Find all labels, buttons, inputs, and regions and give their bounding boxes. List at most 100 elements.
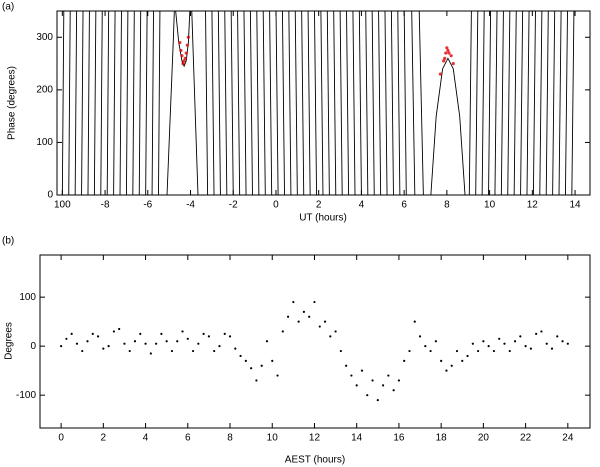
y-axis-label: Phase (degrees) (7, 66, 18, 140)
data-point (444, 51, 448, 55)
data-point (561, 340, 564, 343)
data-point (180, 54, 184, 58)
data-point (482, 340, 485, 343)
data-point (418, 335, 422, 338)
data-point (182, 59, 186, 63)
axes-frame (56, 10, 591, 196)
data-point (281, 330, 284, 333)
data-point (179, 48, 183, 53)
data-point (128, 349, 131, 353)
panel-label: (a) (2, 2, 14, 13)
data-point (449, 54, 453, 58)
data-point (446, 48, 450, 53)
data-point (566, 342, 569, 345)
x-tick-label: 14 (569, 200, 581, 211)
data-point (308, 315, 311, 318)
data-point (202, 332, 205, 336)
data-point (244, 359, 247, 362)
data-point (445, 46, 449, 50)
x-tick-label: -4 (186, 200, 195, 211)
data-point (329, 335, 332, 338)
data-point (96, 335, 100, 338)
data-point (149, 352, 152, 355)
data-point (186, 35, 190, 39)
x-tick-label: 8 (444, 200, 450, 211)
y-tick-label: 100 (36, 137, 53, 148)
data-point (107, 345, 110, 348)
data-point (239, 354, 242, 358)
data-point (313, 300, 316, 304)
data-point (455, 349, 459, 353)
data-point (181, 61, 185, 66)
y-tick-label: -100 (16, 390, 36, 401)
x-tick-label: 14 (351, 433, 363, 444)
data-point (207, 335, 211, 338)
data-point (360, 369, 364, 372)
data-point (260, 364, 263, 367)
data-point (508, 349, 511, 353)
data-point (371, 379, 374, 382)
data-point (535, 332, 538, 336)
x-tick-label: 4 (359, 200, 365, 211)
data-point (556, 335, 559, 338)
x-axis-label: UT (hours) (299, 213, 347, 224)
data-point (276, 374, 279, 377)
data-point (144, 342, 147, 345)
data-point (186, 337, 189, 340)
data-point (155, 342, 158, 345)
x-tick-label: 100 (54, 200, 71, 211)
x-tick-label: 22 (520, 433, 532, 444)
data-point (438, 72, 443, 76)
data-point (392, 389, 395, 392)
data-point (445, 369, 448, 372)
x-tick-label: -8 (101, 200, 110, 211)
data-point (434, 340, 437, 343)
data-point (228, 335, 232, 338)
x-tick-label: 12 (309, 433, 321, 444)
data-point (323, 320, 327, 323)
data-point (466, 354, 469, 358)
data-point (345, 364, 348, 367)
x-tick-label: 0 (58, 433, 64, 444)
y-tick-label: 100 (19, 292, 36, 303)
data-point (424, 345, 427, 348)
data-point (387, 374, 390, 377)
y-tick-label: 0 (47, 190, 53, 201)
data-point (292, 300, 295, 304)
y-axis-label: Degrees (4, 322, 15, 360)
x-axis-label: AEST (hours) (285, 455, 345, 466)
data-point (91, 332, 94, 336)
data-point (139, 332, 142, 336)
data-point (540, 330, 543, 333)
y-tick-label: 200 (36, 84, 53, 95)
data-point (223, 332, 226, 336)
data-point (397, 379, 401, 382)
data-point (545, 342, 548, 345)
data-point (487, 345, 490, 348)
data-point (498, 337, 501, 340)
data-point (443, 56, 447, 60)
x-tick-label: 10 (267, 433, 279, 444)
x-tick-label: 20 (478, 433, 490, 444)
data-point (318, 325, 321, 328)
data-point (234, 347, 237, 350)
data-point (503, 342, 506, 345)
data-point (191, 349, 195, 353)
data-point (133, 340, 137, 343)
data-point (461, 359, 464, 362)
data-point (213, 349, 216, 353)
data-point (75, 342, 79, 345)
x-tick-label: 16 (393, 433, 405, 444)
panel-label: (b) (2, 236, 14, 247)
data-point (271, 359, 274, 362)
data-point (123, 342, 126, 345)
x-tick-label: 18 (436, 433, 448, 444)
x-tick-label: 0 (273, 200, 279, 211)
x-tick-label: 6 (185, 433, 191, 444)
data-point (350, 374, 353, 377)
plot-area (61, 11, 575, 195)
data-point (265, 340, 269, 343)
data-point (513, 340, 517, 343)
data-point (471, 342, 474, 345)
